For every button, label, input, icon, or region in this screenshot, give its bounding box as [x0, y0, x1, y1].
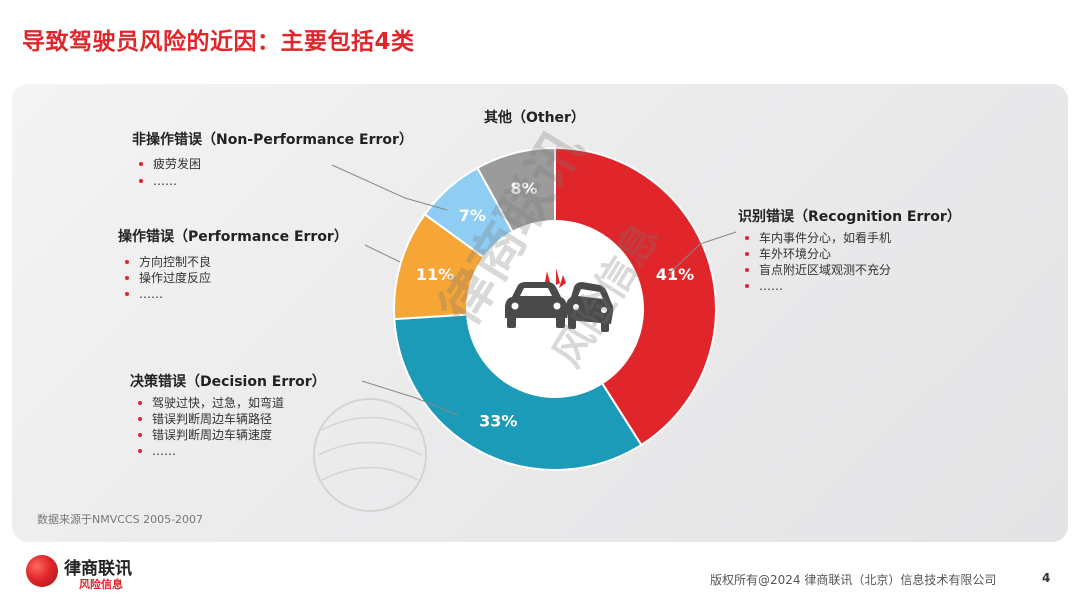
- bullet-item: ……: [139, 287, 163, 301]
- bullet-item: 驾驶过快，过急，如弯道: [152, 395, 284, 410]
- category-title: 识别错误（Recognition Error）: [738, 208, 961, 225]
- car-crash-icon: [505, 268, 614, 332]
- page-title: 导致驾驶员风险的近因：主要包括4类: [22, 29, 415, 55]
- bullet-item: 方向控制不良: [139, 254, 211, 269]
- bullet-item: 错误判断周边车辆路径: [152, 411, 272, 426]
- logo-name: 律商联讯: [64, 559, 132, 579]
- pct-label-non_performance: 7%: [459, 206, 486, 225]
- category-decision: 决策错误（Decision Error） 驾驶过快，过急，如弯道 错误判断周边车…: [130, 373, 326, 458]
- bullet-item: 疲劳发困: [153, 156, 201, 171]
- bullet-item: ……: [759, 279, 783, 293]
- pct-label-decision: 33%: [479, 411, 517, 430]
- percentage-labels: 41% 33% 11% 7% 8%: [416, 179, 694, 430]
- bullet-item: 操作过度反应: [139, 270, 211, 285]
- logo-globe-icon: [26, 555, 58, 587]
- pct-label-performance: 11%: [416, 265, 454, 284]
- data-source: 数据来源于NMVCCS 2005-2007: [37, 513, 204, 526]
- logo-subtitle: 风险信息: [79, 578, 123, 591]
- category-recognition: 识别错误（Recognition Error） 车内事件分心，如看手机 车外环境…: [738, 208, 961, 293]
- leader-lines: [331, 164, 737, 416]
- bullet-item: 盲点附近区域观测不充分: [759, 262, 891, 277]
- category-non-performance: 非操作错误（Non-Performance Error） 疲劳发困 ……: [132, 131, 413, 188]
- bullet-item: ……: [152, 444, 176, 458]
- bullet-item: 错误判断周边车辆速度: [152, 427, 272, 442]
- category-title: 非操作错误（Non-Performance Error）: [132, 131, 413, 148]
- bullet-item: 车内事件分心，如看手机: [759, 230, 891, 245]
- pct-label-other: 8%: [510, 179, 537, 198]
- bullet-item: ……: [153, 174, 177, 188]
- category-title: 操作错误（Performance Error）: [118, 228, 348, 245]
- category-performance: 操作错误（Performance Error） 方向控制不良 操作过度反应 ……: [118, 228, 348, 301]
- page-number: 4: [1042, 571, 1051, 585]
- category-title: 决策错误（Decision Error）: [130, 373, 326, 390]
- pct-label-recognition: 41%: [656, 265, 694, 284]
- bullet-item: 车外环境分心: [759, 246, 831, 261]
- category-title: 其他（Other）: [484, 109, 585, 126]
- category-other: 其他（Other）: [484, 109, 585, 126]
- copyright: 版权所有@2024 律商联讯（北京）信息技术有限公司: [710, 573, 997, 587]
